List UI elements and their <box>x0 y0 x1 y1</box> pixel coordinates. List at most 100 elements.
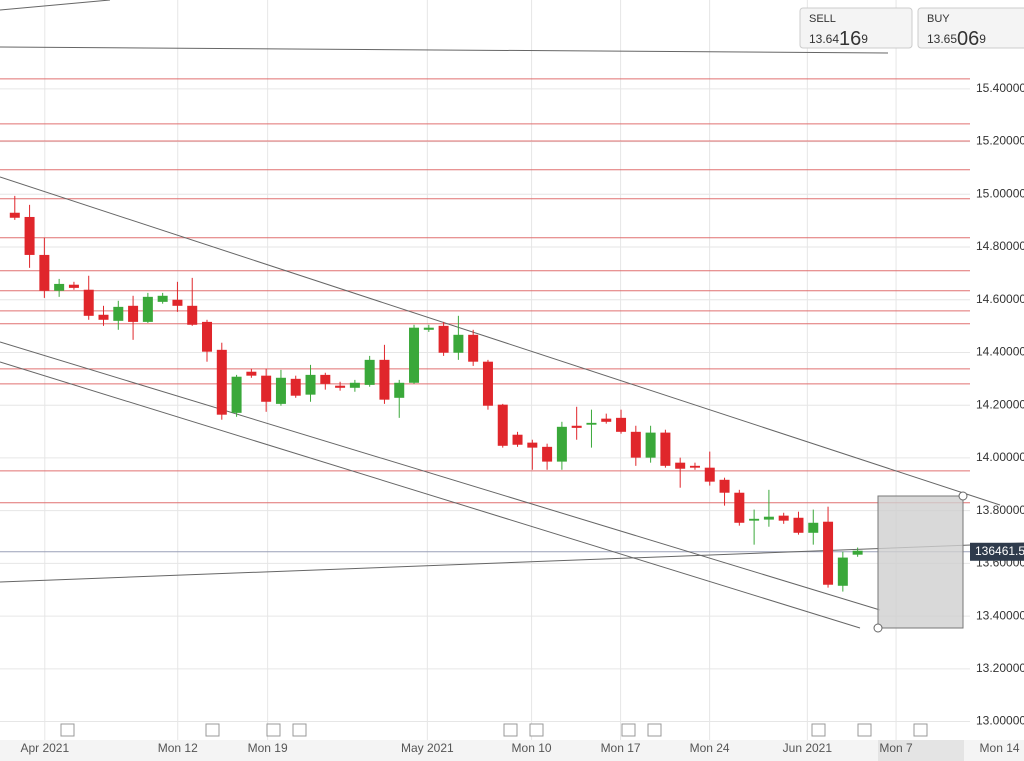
candle-body <box>482 361 493 406</box>
buy-title: BUY <box>927 13 950 25</box>
candle-body <box>497 404 508 446</box>
candle-body <box>335 385 346 388</box>
y-tick-label: 14.00000 <box>976 450 1024 464</box>
candle-body <box>157 295 168 302</box>
candle-body <box>793 517 804 533</box>
candle-body <box>39 254 50 291</box>
candle-body <box>556 426 567 462</box>
calendar-icon[interactable] <box>811 723 826 737</box>
x-tick-label: Mon 17 <box>601 741 641 755</box>
candle-body <box>808 522 819 533</box>
calendar-icon[interactable] <box>647 723 662 737</box>
candle-body <box>438 325 449 353</box>
candle-body <box>571 425 582 428</box>
trend-line <box>0 341 881 611</box>
trend-line <box>0 46 889 54</box>
current-price-tag <box>970 542 1024 561</box>
axis: 13.0000013.2000013.4000013.6000013.80000… <box>20 81 1024 755</box>
calendar-icon[interactable] <box>266 723 281 737</box>
candle-body <box>689 465 700 468</box>
calendar-icon[interactable] <box>621 723 636 737</box>
candle-body <box>837 557 848 586</box>
drawings <box>0 0 1024 633</box>
x-tick-label: Mon 12 <box>158 741 198 755</box>
candle-body <box>98 314 109 320</box>
range-box[interactable] <box>877 495 964 629</box>
calendar-icon[interactable] <box>857 723 872 737</box>
candle-body <box>83 289 94 316</box>
sell-button[interactable] <box>799 7 913 49</box>
y-tick-label: 13.00000 <box>976 714 1024 728</box>
trend-line <box>0 0 111 11</box>
price-sup: 9 <box>979 32 986 46</box>
y-tick-label: 15.40000 <box>976 81 1024 95</box>
calendar-icon[interactable] <box>913 723 928 737</box>
candle-body <box>9 212 20 218</box>
x-tick-label: Mon 19 <box>248 741 288 755</box>
price-small: 13.64 <box>809 32 839 46</box>
candle-body <box>423 327 434 330</box>
y-tick-label: 15.00000 <box>976 186 1024 200</box>
candle-body <box>305 374 316 395</box>
x-tick-label: Mon 10 <box>512 741 552 755</box>
candle-body <box>246 371 257 376</box>
candle-body <box>704 467 715 482</box>
candle-body <box>320 374 331 384</box>
candle-body <box>660 432 671 466</box>
candle-body <box>734 492 745 523</box>
calendar-icon[interactable] <box>205 723 220 737</box>
candle-body <box>719 479 730 493</box>
candle-body <box>142 296 153 322</box>
calendar-icon[interactable] <box>503 723 518 737</box>
candle-body <box>409 327 420 383</box>
candle-body <box>202 321 213 352</box>
candle-body <box>187 305 198 325</box>
candle-body <box>275 377 286 404</box>
trend-line <box>0 176 1001 506</box>
candle-body <box>778 515 789 521</box>
y-tick-label: 13.40000 <box>976 608 1024 622</box>
levels <box>0 78 970 553</box>
sell-price: 13.64169 <box>809 28 868 50</box>
y-tick-label: 15.20000 <box>976 134 1024 148</box>
candle-body <box>216 349 227 415</box>
calendar-icon[interactable] <box>529 723 544 737</box>
calendar-icon[interactable] <box>60 723 75 737</box>
y-tick-label: 14.20000 <box>976 397 1024 411</box>
x-axis-band <box>0 740 1024 761</box>
y-tick-label: 13.80000 <box>976 503 1024 517</box>
candle-body <box>364 359 375 385</box>
candle-body <box>675 462 686 469</box>
candle-body <box>468 334 479 362</box>
y-tick-label: 14.80000 <box>976 239 1024 253</box>
trend-line <box>0 361 861 629</box>
candle-body <box>54 283 65 291</box>
x-tick-label: Mon 7 <box>879 741 913 755</box>
x-tick-label: Apr 2021 <box>20 741 69 755</box>
candle-body <box>231 376 242 413</box>
current-price-label: 136461.5 <box>975 544 1024 558</box>
candle-body <box>128 305 139 322</box>
price-big: 06 <box>957 28 979 50</box>
candle-body <box>616 417 627 432</box>
candle-body <box>512 434 523 445</box>
calendar-icon[interactable] <box>292 723 307 737</box>
grid <box>0 0 970 740</box>
handle[interactable] <box>873 623 883 633</box>
candle-body <box>453 334 464 353</box>
x-tick-label: Mon 14 <box>980 741 1020 755</box>
candle-body <box>379 359 390 400</box>
handle[interactable] <box>958 491 968 501</box>
buy-button[interactable] <box>917 7 1024 49</box>
price-sup: 9 <box>861 32 868 46</box>
candle-body <box>24 216 35 255</box>
candle-body <box>749 518 760 521</box>
price-small: 13.65 <box>927 32 957 46</box>
y-tick-label: 13.20000 <box>976 661 1024 675</box>
x-axis-highlight <box>878 740 964 761</box>
candle-body <box>823 521 834 585</box>
candle-body <box>601 418 612 422</box>
x-tick-label: Mon 24 <box>690 741 730 755</box>
